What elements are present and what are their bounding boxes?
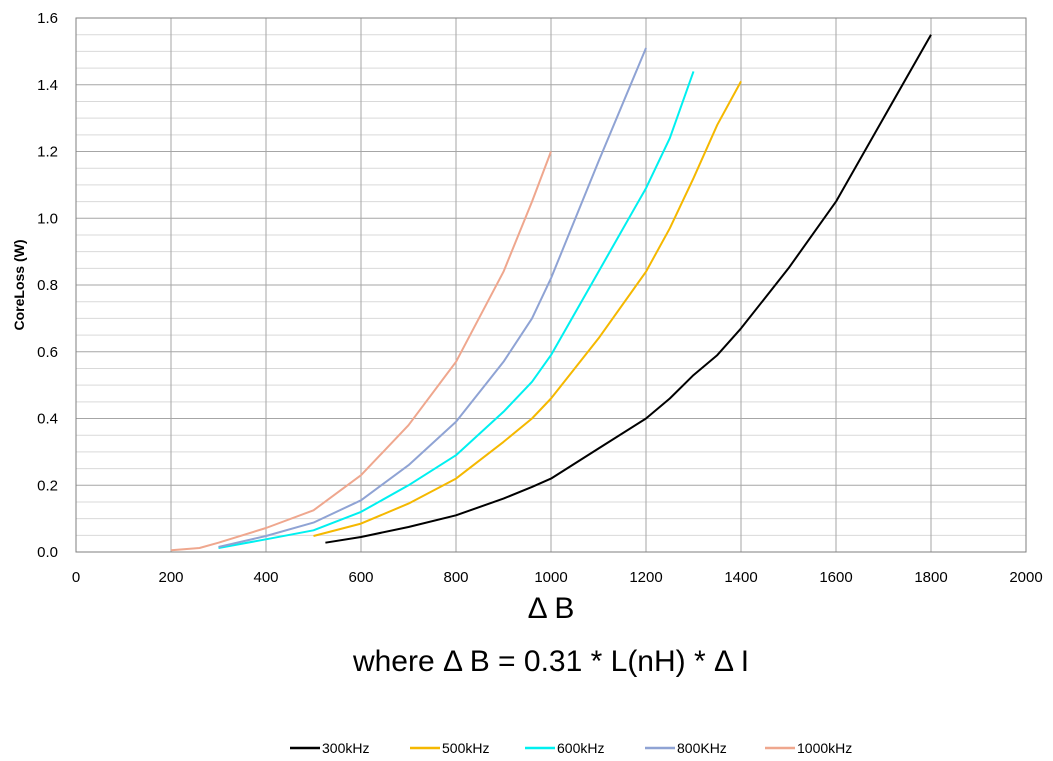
x-tick-labels: 0 200 400 600 800 1000 1200 1400 1600 1800 2000: [72, 569, 1043, 586]
x-tick-label: 1400: [724, 569, 757, 586]
series-lines: [170, 34, 932, 552]
legend-label: 1000kHz: [797, 740, 852, 756]
legend-label: 600kHz: [557, 740, 604, 756]
series-line-300khz: [325, 34, 932, 544]
legend-label: 800KHz: [677, 740, 727, 756]
y-tick-label: 1.6: [37, 10, 58, 27]
legend: 300kHz 500kHz 600kHz 800KHz 1000kHz: [290, 740, 852, 756]
y-tick-label: 0.4: [37, 411, 58, 428]
legend-label: 300kHz: [322, 740, 369, 756]
y-tick-label: 0.8: [37, 277, 58, 294]
y-axis-label: CoreLoss (W): [11, 240, 27, 331]
x-axis-label: Δ B: [528, 592, 575, 625]
x-tick-label: 1000: [534, 569, 567, 586]
x-tick-label: 1800: [914, 569, 947, 586]
x-tick-label: 2000: [1009, 569, 1042, 586]
series-line-500khz: [313, 80, 742, 537]
series-line-1000khz: [170, 151, 552, 552]
x-axis-formula: where Δ B = 0.31 * L(nH) * Δ I: [352, 645, 749, 678]
x-tick-label: 1600: [819, 569, 852, 586]
x-tick-label: 600: [348, 569, 373, 586]
x-tick-label: 0: [72, 569, 80, 586]
series-line-600khz: [218, 71, 695, 549]
y-tick-label: 0.6: [37, 344, 58, 361]
y-tick-label: 1.2: [37, 144, 58, 161]
x-tick-label: 1200: [629, 569, 662, 586]
y-tick-label: 0.0: [37, 544, 58, 561]
plot-border: [75, 17, 1027, 553]
x-tick-label: 200: [158, 569, 183, 586]
x-tick-label: 400: [253, 569, 278, 586]
series-line-800khz: [218, 47, 647, 548]
y-tick-label: 1.4: [37, 77, 58, 94]
y-tick-label: 0.2: [37, 477, 58, 494]
y-tick-labels: 0.0 0.2 0.4 0.6 0.8 1.0 1.2 1.4 1.6: [37, 10, 58, 561]
x-tick-label: 800: [443, 569, 468, 586]
y-tick-label: 1.0: [37, 210, 58, 227]
legend-label: 500kHz: [442, 740, 489, 756]
